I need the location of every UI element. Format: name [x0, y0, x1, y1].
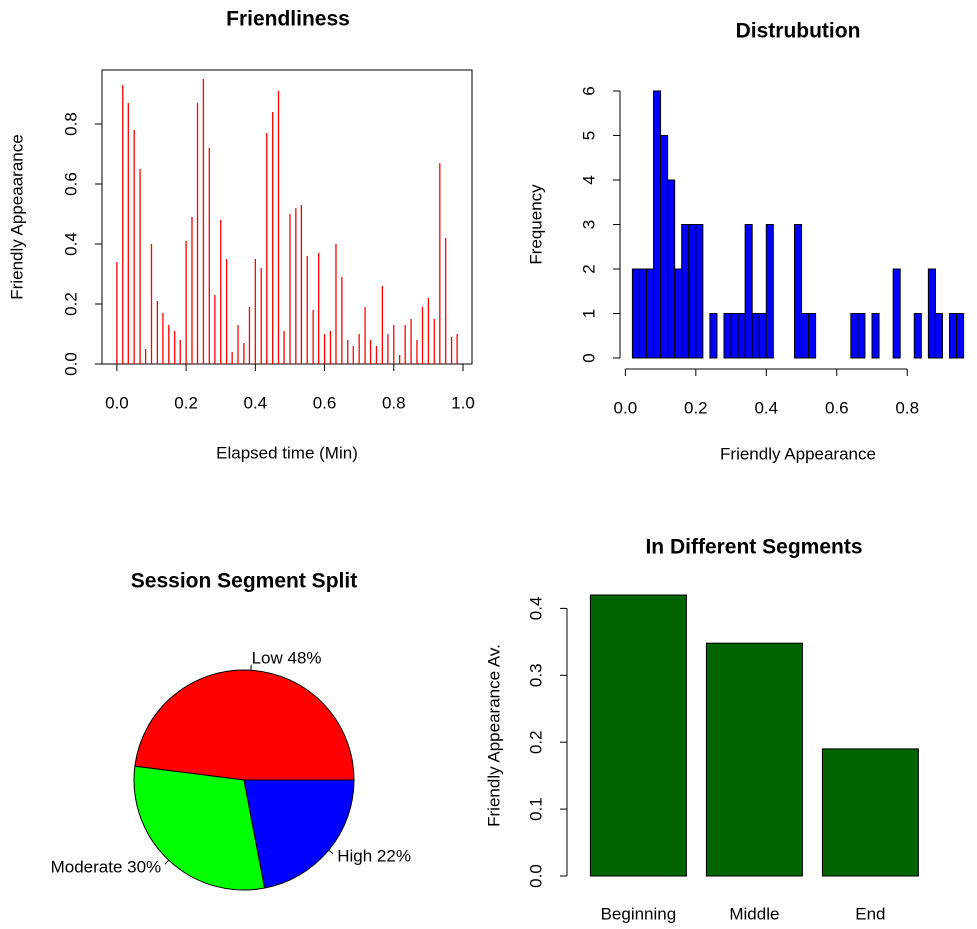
x-tick-label: 1.0 [451, 393, 475, 412]
histogram-bar [730, 313, 739, 359]
y-tick-label: 0.8 [61, 112, 80, 136]
pie-label: Moderate 30% [51, 858, 162, 877]
y-tick-label: 3 [579, 220, 598, 229]
x-tick-label: 0.4 [244, 393, 268, 412]
histogram-bar [871, 313, 880, 359]
histogram-bar [949, 313, 958, 359]
x-tick-label: 0.2 [174, 393, 198, 412]
y-axis-label: Friendly Appeaarance [7, 134, 26, 299]
x-tick-label: 0.6 [313, 393, 337, 412]
y-tick-label: 0.4 [61, 232, 80, 256]
y-tick-label: 0.2 [526, 730, 545, 754]
pie-slice [134, 669, 355, 781]
pie-label: Low 48% [252, 649, 322, 668]
histogram-bar [709, 313, 718, 359]
x-tick-label: 0.4 [754, 398, 778, 417]
y-tick-label: 0.6 [61, 172, 80, 196]
histogram-bar [956, 313, 965, 359]
histogram-bar [934, 313, 943, 359]
histogram-bar [744, 224, 753, 359]
histogram-bar [801, 313, 810, 359]
pie-leader [328, 849, 334, 855]
bar [705, 642, 803, 877]
histogram-bar [808, 313, 817, 359]
x-tick-label: End [855, 904, 885, 923]
histogram-bar [850, 313, 859, 359]
chart-title: Session Segment Split [131, 570, 357, 593]
y-tick-label: 2 [579, 264, 598, 273]
histogram-bar [793, 224, 803, 359]
x-axis-label: Elapsed time (Min) [216, 443, 358, 462]
x-axis-label: Friendly Appearance [720, 444, 876, 463]
y-tick-label: 1 [579, 309, 598, 318]
y-axis-label: Frequency [526, 184, 545, 265]
x-tick-label: 0.0 [614, 398, 638, 417]
histogram-bar [653, 90, 662, 359]
plot-frame [101, 69, 473, 365]
histogram-bar [667, 179, 676, 359]
y-tick-label: 0.1 [526, 797, 545, 821]
x-tick-label: 0.6 [825, 398, 849, 417]
histogram-bar [892, 268, 901, 359]
bar [589, 594, 687, 877]
histogram-bar [674, 268, 683, 359]
x-tick-label: 0.8 [895, 398, 919, 417]
histogram-bar [688, 224, 697, 359]
histogram-bar [758, 313, 767, 359]
chart-title: Friendliness [226, 8, 350, 31]
histogram-bar [695, 224, 704, 359]
y-tick-label: 0 [579, 353, 598, 362]
y-tick-label: 0.3 [526, 663, 545, 687]
y-tick-label: 6 [579, 86, 598, 95]
histogram-bar [681, 224, 690, 359]
x-tick-label: 0.2 [684, 398, 708, 417]
histogram-bar [857, 313, 866, 359]
y-tick-label: 0.0 [526, 864, 545, 888]
histogram-bar [638, 268, 647, 359]
x-tick-label: Middle [729, 904, 779, 923]
chart-title: In Different Segments [645, 536, 862, 559]
x-tick-label: Beginning [601, 904, 677, 923]
histogram-bar [631, 268, 640, 359]
y-tick-label: 0.4 [526, 597, 545, 621]
y-tick-label: 5 [579, 131, 598, 140]
x-tick-label: 0.0 [105, 393, 129, 412]
y-tick-label: 0.0 [61, 352, 80, 376]
y-tick-label: 4 [579, 175, 598, 184]
histogram-bar [927, 268, 936, 359]
y-tick-label: 0.2 [61, 292, 80, 316]
histogram-bar [660, 135, 669, 359]
histogram-bar [723, 313, 732, 359]
pie-label: High 22% [337, 847, 411, 866]
histogram-bar [751, 313, 760, 359]
x-tick-label: 0.8 [382, 393, 406, 412]
bar [821, 748, 919, 877]
histogram-bar [913, 313, 922, 359]
chart-title: Distrubution [736, 20, 861, 43]
histogram-bar [765, 224, 774, 359]
histogram-bar [737, 313, 746, 359]
pie-leader [164, 859, 170, 865]
y-axis-label: Friendly Appearance Av. [484, 644, 503, 827]
histogram-bar [645, 268, 655, 359]
